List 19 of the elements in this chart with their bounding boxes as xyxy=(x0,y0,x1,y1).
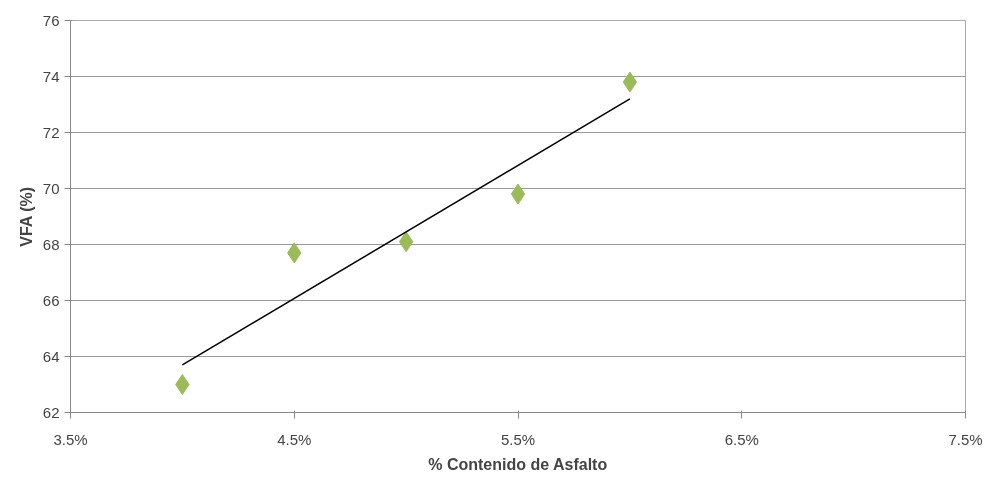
y-tick-label: 64 xyxy=(42,347,60,365)
y-tick-label: 76 xyxy=(42,11,60,29)
x-tick-label: 7.5% xyxy=(948,430,983,448)
x-tick-label: 5.5% xyxy=(500,430,536,448)
y-axis-title: VFA (%) xyxy=(17,186,35,247)
y-tick-label: 70 xyxy=(42,179,60,197)
point xyxy=(398,231,414,253)
y-tick-label: 72 xyxy=(42,123,60,141)
x-axis-title: % Contenido de Asfalto xyxy=(428,455,608,473)
point xyxy=(622,71,638,93)
y-tick-label: 62 xyxy=(42,403,60,421)
point xyxy=(510,183,526,205)
x-tick-label: 4.5% xyxy=(277,430,312,448)
y-tick-label: 74 xyxy=(42,67,60,85)
y-tick-label: 66 xyxy=(42,291,60,309)
x-tick-label: 3.5% xyxy=(53,430,88,448)
point xyxy=(175,374,190,395)
x-tick-label: 6.5% xyxy=(724,430,759,448)
y-tick-label: 68 xyxy=(42,235,60,253)
